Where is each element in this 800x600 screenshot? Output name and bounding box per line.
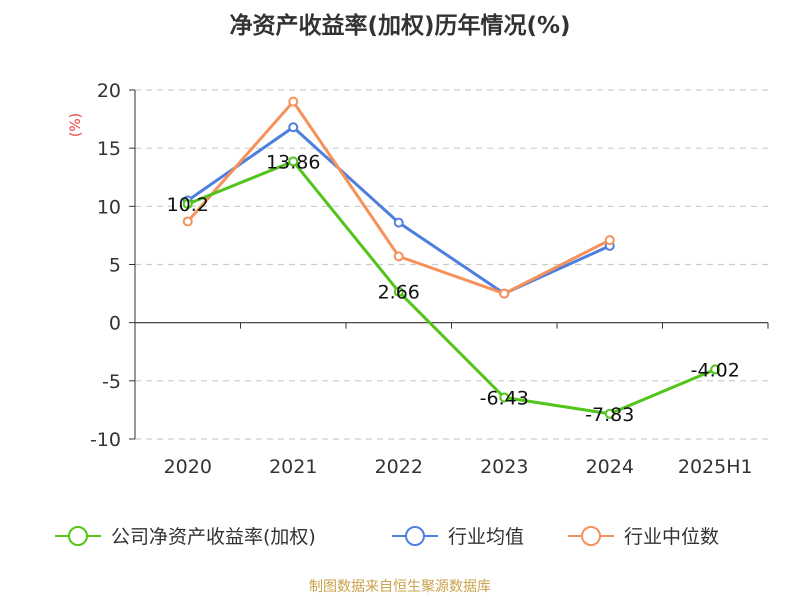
legend-label: 行业均值	[448, 526, 524, 548]
y-tick-labels: -10 -5 0 5 10 15 20	[90, 80, 121, 451]
x-tick-label: 2023	[480, 456, 528, 478]
data-label: -7.83	[585, 404, 634, 426]
legend-item: 行业中位数	[568, 526, 719, 548]
source-note: 制图数据来自恒生聚源数据库	[309, 579, 491, 595]
y-tick-label: -5	[102, 371, 121, 393]
y-tick-label: 15	[97, 138, 121, 160]
data-point	[393, 217, 404, 228]
series-line-0	[187, 159, 716, 416]
series-lines	[182, 96, 721, 419]
data-point	[604, 408, 615, 419]
y-tick-label: -10	[90, 429, 121, 451]
legend-item: 行业均值	[392, 526, 524, 548]
x-tick-labels: 2020 2021 2022 2023 2024 2025H1	[164, 456, 753, 478]
x-tick-label: 2020	[164, 456, 212, 478]
data-point	[710, 364, 721, 375]
legend-label: 公司净资产收益率(加权)	[111, 526, 316, 548]
chart-title: 净资产收益率(加权)历年情况(%)	[229, 12, 570, 39]
data-point	[393, 251, 404, 262]
x-tick-label: 2024	[586, 456, 634, 478]
data-label: 13.86	[266, 151, 320, 173]
x-tick-label: 2021	[269, 456, 317, 478]
axes	[129, 89, 769, 440]
y-tick-label: 5	[109, 255, 121, 277]
y-tick-label: 20	[97, 80, 121, 102]
y-axis-unit: (%)	[68, 113, 84, 137]
x-tick-label: 2025H1	[678, 456, 753, 478]
y-tick-label: 0	[109, 313, 121, 335]
data-point	[604, 235, 615, 246]
data-labels: 10.2 13.86 2.66 -6.43 -7.83 -4.02	[167, 151, 740, 425]
legend-label: 行业中位数	[624, 526, 719, 548]
data-point	[288, 96, 299, 107]
data-point	[499, 288, 510, 299]
legend: 公司净资产收益率(加权) 行业均值 行业中位数	[55, 526, 719, 548]
data-point	[182, 199, 193, 210]
data-label: 2.66	[378, 282, 420, 304]
legend-marker	[68, 526, 88, 546]
data-point	[182, 216, 193, 227]
y-tick-label: 10	[97, 196, 121, 218]
x-tick-label: 2022	[375, 456, 423, 478]
data-point	[288, 122, 299, 133]
data-label: -4.02	[691, 359, 740, 381]
legend-marker	[581, 526, 601, 546]
data-label: -6.43	[480, 387, 529, 409]
data-point	[288, 156, 299, 167]
data-point	[499, 392, 510, 403]
legend-marker	[405, 526, 425, 546]
data-point	[393, 286, 404, 297]
legend-item: 公司净资产收益率(加权)	[55, 526, 316, 548]
data-label: 10.2	[167, 194, 209, 216]
series-line-1	[186, 125, 611, 296]
